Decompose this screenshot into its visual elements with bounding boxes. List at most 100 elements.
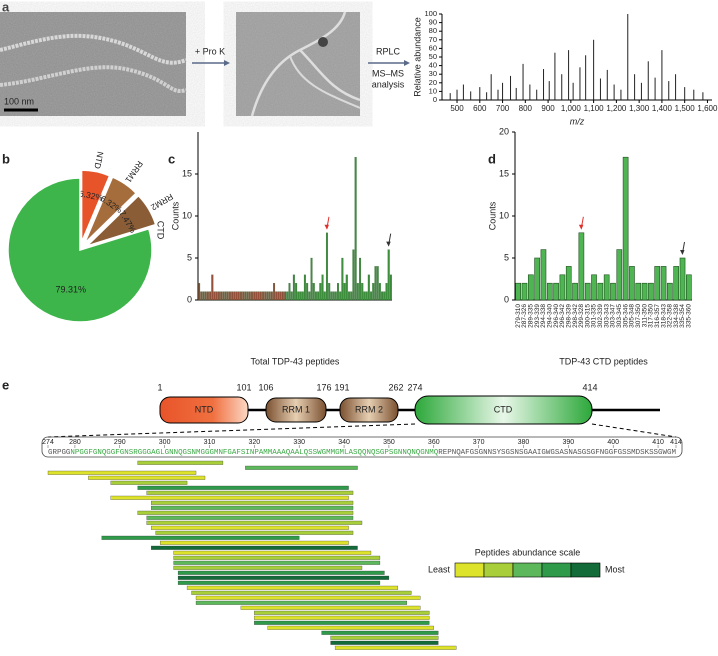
bar [262,291,265,301]
peptide [155,530,354,535]
peptide [47,470,197,475]
scale-label: Most [605,564,625,574]
x-tick-label: 1,400 [652,104,673,113]
value-label: 6.32% [78,188,104,203]
y-tick-label: 90 [429,18,437,27]
ruler-label: 330 [293,439,305,446]
bar [255,291,258,301]
panel-label: b [2,151,10,166]
scale-swatch [541,562,572,578]
peptide [110,495,349,500]
bar [389,274,392,301]
bar [222,291,225,301]
bar [240,291,242,301]
step-label: MS–MS [372,68,404,78]
bar [251,291,253,301]
bar [381,291,384,301]
bar [235,291,238,301]
bar [248,291,251,301]
peptide [177,580,381,585]
x-tick-label: 305-346 [622,304,629,328]
scale-label: Least [428,564,451,574]
bar [385,283,388,301]
residue-label: 101 [236,382,251,392]
bar [266,291,269,301]
domain-label: RRM 1 [282,404,310,414]
x-tick-label: 1,300 [629,104,650,113]
bar [224,291,227,301]
bar [603,274,610,301]
sequence: GRPGG [48,449,70,457]
bar [343,283,346,301]
bar [242,291,245,301]
x-tick-label: 800 [519,104,533,113]
residue-label: 262 [388,382,403,392]
bar [275,291,278,301]
ruler-label: 380 [518,439,530,446]
bar [616,249,623,301]
x-tick-label: 700 [496,104,510,113]
bar [319,283,322,301]
x-tick-label: 900 [541,104,555,113]
x-tick-label: 287-326 [521,304,528,328]
category-label: CTD [156,221,166,240]
y-tick-label: 10 [182,210,192,220]
bar [578,232,585,301]
x-tick-label: 1,500 [675,104,696,113]
peptide [137,460,224,465]
scale-swatch [454,562,485,578]
peptide [151,500,354,505]
bar [546,282,553,301]
ruler-label: 340 [338,439,350,446]
bar [217,291,220,301]
y-tick-label: 0 [187,294,192,304]
bar [211,274,214,301]
x-tick-label: 294-340 [546,304,553,328]
peptide [173,565,363,570]
peptide [137,485,349,490]
peptide [330,635,439,640]
peptide [151,545,358,550]
bar [610,282,616,301]
bar [200,291,203,301]
x-tick-label: 298-342 [572,304,579,328]
ruler-label: 390 [562,439,574,446]
arrow-head [680,250,685,255]
ruler-label: 274 [42,439,54,446]
x-tick-label: 302-339 [597,304,604,328]
y-tick-label: 0 [433,95,437,104]
bar [297,291,300,301]
panel-label: c [168,151,175,166]
bar [363,291,366,301]
x-tick-label: 279-310 [515,304,522,328]
bar [667,282,673,301]
peptide [173,550,372,555]
ruler-label: 400 [607,439,619,446]
bar [572,282,578,301]
x-tick-label: 1,000 [561,104,582,113]
bar [228,291,231,301]
y-tick-label: 20 [429,78,437,87]
y-tick-label: 80 [429,26,437,35]
bar [673,266,680,301]
pie-slice [80,169,111,243]
bar [359,257,362,301]
scale-swatch [570,562,601,578]
y-tick-label: 15 [182,168,192,178]
bar [253,291,256,301]
bar [559,274,566,301]
peptide [159,540,349,545]
bar [365,291,368,301]
peptide [191,590,412,595]
bar [226,291,229,301]
bar [299,291,302,301]
y-tick-label: 10 [499,210,509,220]
y-tick-label: 5 [187,252,192,262]
bar [273,283,276,301]
bar [629,266,635,301]
y-tick-label: 100 [424,9,437,18]
y-tick-label: 40 [429,61,437,70]
bar [383,291,386,301]
bar [237,291,240,301]
